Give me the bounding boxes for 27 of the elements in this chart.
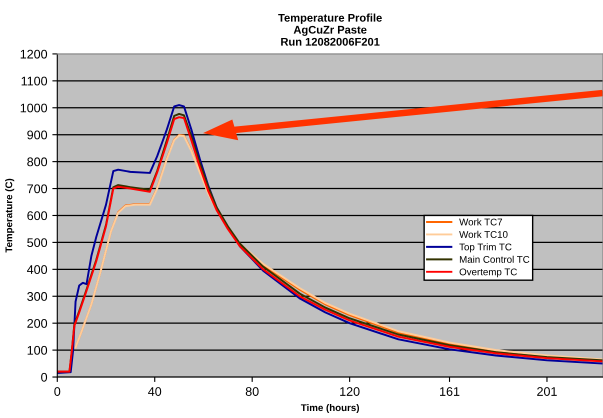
y-tick-label: 200 (27, 318, 48, 328)
y-tick-label: 900 (27, 130, 48, 140)
x-tick-label: 40 (148, 387, 162, 396)
y-tick-label: 800 (27, 157, 48, 166)
y-tick-label: 1200 (20, 50, 48, 59)
y-tick-label: 1100 (22, 76, 48, 86)
y-tick-label: 600 (27, 211, 48, 220)
x-tick-label: 80 (246, 387, 259, 396)
x-tick-label: 161 (440, 387, 460, 396)
y-tick-label: 300 (27, 292, 48, 301)
x-axis-title: Time (hours) (300, 404, 360, 414)
legend-label: Overtemp TC (460, 268, 517, 278)
chart-title: Temperature Profile AgCuZr Paste Run 12082006F201 (278, 14, 382, 46)
y-tick-label: 1000 (20, 104, 48, 112)
x-tick-label: 120 (340, 387, 360, 396)
y-tick-label: 500 (27, 238, 48, 248)
x-tick-label: 201 (537, 387, 557, 396)
legend-label: Main Control TC (460, 256, 530, 263)
y-tick-label: 100 (28, 346, 48, 355)
y-tick-label: 700 (27, 184, 48, 194)
legend-label: Top Trim TC (459, 243, 512, 252)
legend-label: Work TC10 (459, 230, 508, 238)
y-axis-title: Temperature (C) (5, 178, 14, 253)
x-tick-label: 0 (54, 387, 60, 396)
y-tick-label: 0 (41, 372, 48, 382)
legend-label: Work TC7 (459, 218, 502, 226)
y-tick-label: 400 (26, 265, 48, 274)
